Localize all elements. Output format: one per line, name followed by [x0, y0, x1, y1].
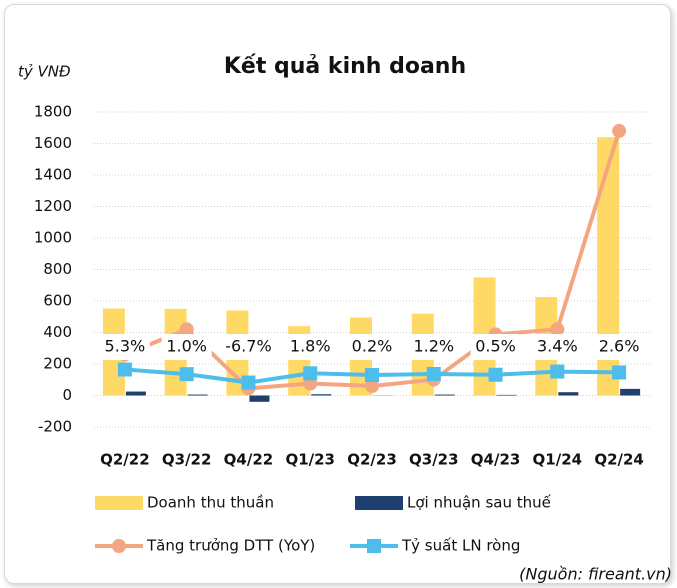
x-tick-label: Q2/24 — [594, 451, 644, 469]
marker — [550, 364, 565, 379]
label-box — [285, 334, 336, 360]
y-tick-label: 800 — [43, 260, 72, 278]
marker — [365, 379, 379, 394]
label-box — [470, 334, 521, 360]
x-tick-label: Q1/24 — [533, 451, 583, 469]
legend-label: Lợi nhuận sau thuế — [407, 494, 552, 512]
y-tick-label: 600 — [43, 292, 72, 310]
chart-title: Kết quả kinh doanh — [224, 54, 466, 79]
data-label: 0.5% — [475, 337, 516, 356]
x-tick-label: Q2/23 — [347, 451, 397, 469]
y-tick-label: 1600 — [34, 134, 72, 152]
label-box — [161, 334, 212, 360]
label-box — [408, 334, 459, 360]
x-tick-label: Q4/23 — [471, 451, 521, 469]
y-tick-label: 0 — [62, 386, 72, 404]
legend-label: Tỷ suất LN ròng — [401, 537, 520, 555]
bar — [620, 388, 641, 396]
legend-swatch — [355, 496, 403, 510]
marker — [426, 366, 441, 381]
data-label: 0.2% — [352, 337, 393, 356]
bar — [311, 394, 332, 396]
label-box — [99, 334, 150, 360]
x-tick-label: Q4/22 — [224, 451, 274, 469]
legend-swatch — [367, 539, 381, 553]
x-tick-label: Q3/22 — [162, 451, 212, 469]
bar — [249, 395, 270, 402]
y-tick-label: -200 — [38, 418, 72, 436]
x-tick-label: Q3/23 — [409, 451, 459, 469]
bar — [558, 392, 579, 396]
y-tick-label: 1800 — [34, 103, 72, 121]
source: (Nguồn: fireant.vn) — [519, 565, 672, 584]
data-label: 1.2% — [413, 337, 454, 356]
bar — [187, 394, 208, 396]
marker — [550, 322, 565, 337]
marker — [612, 123, 627, 138]
y-tick-label: 400 — [43, 323, 72, 341]
marker — [365, 368, 379, 383]
legend-label: Tăng trưởng DTT (YoY) — [146, 537, 315, 555]
bar — [434, 394, 455, 396]
label-box — [223, 334, 274, 360]
marker — [179, 367, 194, 382]
bar — [597, 137, 620, 396]
data-label: 1.8% — [290, 337, 331, 356]
marker — [612, 365, 627, 380]
data-label: 2.6% — [599, 337, 640, 356]
y-tick-label: 1400 — [34, 166, 72, 184]
label-box — [532, 334, 583, 360]
marker — [488, 367, 503, 382]
data-label: 3.4% — [537, 337, 578, 356]
marker — [117, 362, 132, 377]
marker — [303, 366, 318, 381]
legend-swatch — [95, 496, 143, 510]
label-box — [594, 334, 645, 360]
card — [4, 4, 671, 584]
bar — [125, 391, 146, 396]
data-label: -6.7% — [225, 337, 271, 356]
y-axis-label: tỷ VNĐ — [18, 63, 71, 81]
bar — [496, 394, 517, 396]
x-tick-label: Q1/23 — [285, 451, 335, 469]
data-label: 1.0% — [166, 337, 207, 356]
marker — [241, 375, 256, 390]
y-tick-label: 1000 — [34, 229, 72, 247]
y-tick-label: 200 — [43, 355, 72, 373]
legend-label: Doanh thu thuần — [147, 494, 274, 512]
label-box — [347, 334, 397, 360]
x-tick-label: Q2/22 — [100, 451, 150, 469]
marker — [179, 322, 194, 337]
data-label: 5.3% — [105, 337, 146, 356]
y-tick-label: 1200 — [34, 197, 72, 215]
legend-swatch — [112, 539, 126, 553]
